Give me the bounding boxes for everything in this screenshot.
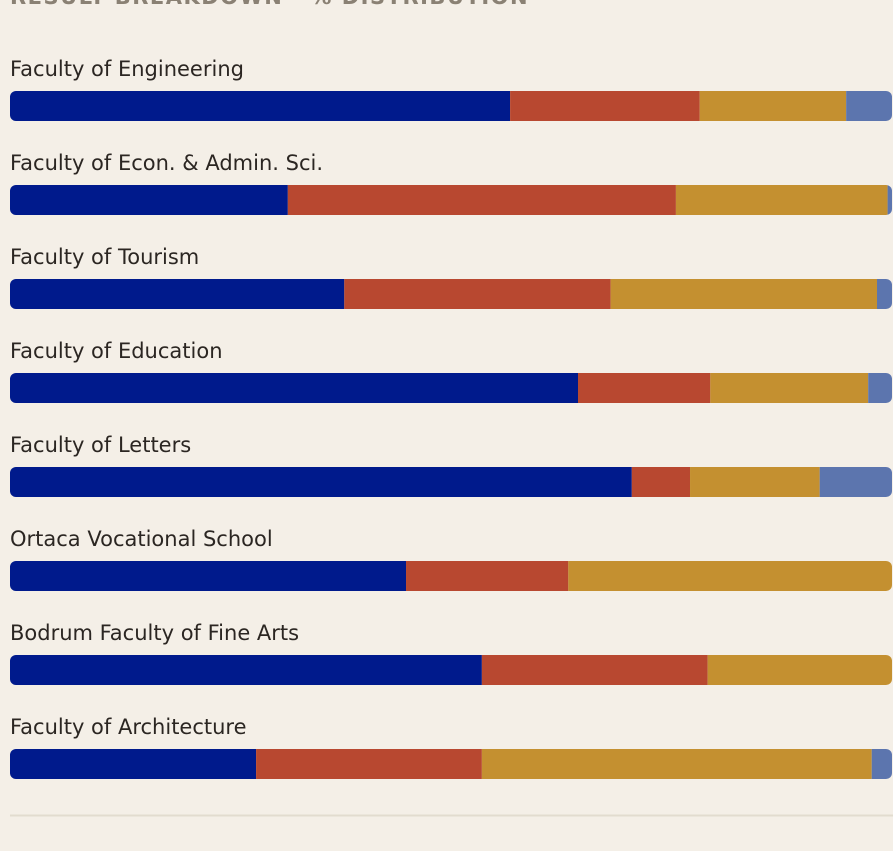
category-label: Faculty of Education: [10, 339, 223, 363]
category-label: Faculty of Architecture: [10, 715, 247, 739]
bar-segment: [631, 467, 691, 497]
bar-segment: [710, 373, 869, 403]
bar-row: [10, 561, 892, 591]
bar-segment: [10, 185, 288, 215]
category-label: Ortaca Vocational School: [10, 527, 273, 551]
bar-segment: [481, 655, 708, 685]
category-label: Faculty of Engineering: [10, 57, 244, 81]
category-label: Faculty of Letters: [10, 433, 191, 457]
bar-segment: [10, 467, 632, 497]
bar-segment: [871, 749, 892, 779]
bar-segment: [344, 279, 611, 309]
bar-segment: [690, 467, 820, 497]
chart-title: RESULT BREAKDOWN · % DISTRIBUTION: [10, 0, 529, 9]
category-label: Faculty of Econ. & Admin. Sci.: [10, 151, 323, 175]
bar-segment: [819, 467, 892, 497]
bar-segment: [10, 373, 579, 403]
bar-segment: [675, 185, 888, 215]
bar-segment: [10, 279, 345, 309]
bar-row: [10, 655, 892, 685]
bar-row: [10, 749, 892, 779]
bar-segment: [568, 561, 892, 591]
bar-segment: [10, 655, 482, 685]
bar-row: [10, 373, 892, 403]
bar-segment: [481, 749, 872, 779]
bar-segment: [10, 561, 407, 591]
bar-row: [10, 467, 892, 497]
bar-segment: [887, 185, 892, 215]
bar-segment: [510, 91, 700, 121]
category-label: Faculty of Tourism: [10, 245, 199, 269]
bar-segment: [707, 655, 892, 685]
bar-segment: [699, 91, 847, 121]
bar-segment: [877, 279, 892, 309]
bar-segment: [256, 749, 482, 779]
bar-segment: [846, 91, 892, 121]
bar-segment: [868, 373, 892, 403]
bar-segment: [578, 373, 711, 403]
bar-segment: [406, 561, 569, 591]
bar-segment: [287, 185, 676, 215]
bar-segment: [10, 749, 257, 779]
category-label: Bodrum Faculty of Fine Arts: [10, 621, 299, 645]
bar-segment: [10, 91, 511, 121]
bar-row: [10, 279, 892, 309]
bar-row: [10, 91, 892, 121]
bar-row: [10, 185, 892, 215]
bar-segment: [610, 279, 878, 309]
